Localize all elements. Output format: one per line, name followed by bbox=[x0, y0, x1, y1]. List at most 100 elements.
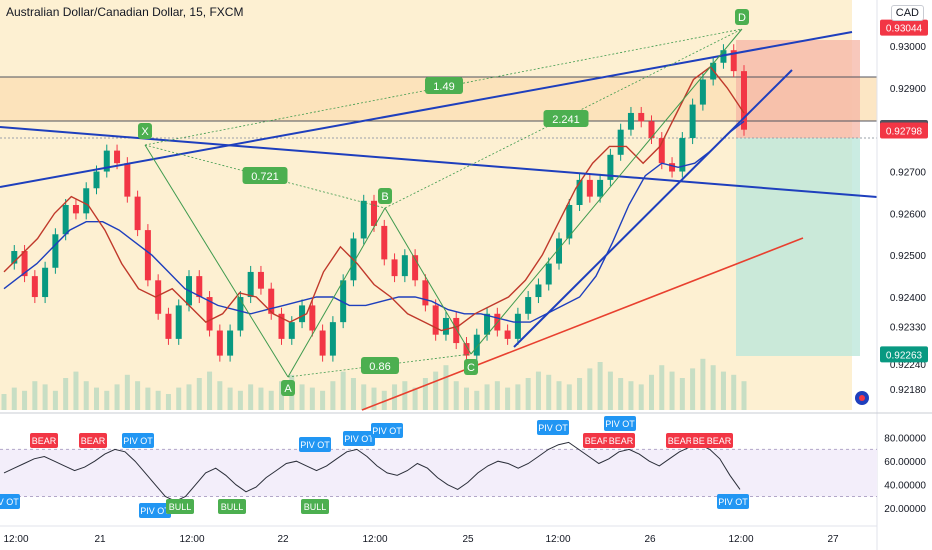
harmonic-point-X bbox=[138, 123, 152, 139]
time-tick-label: 12:00 bbox=[3, 534, 28, 545]
price-tick-label: 0.92700 bbox=[890, 168, 927, 179]
harmonic-leg bbox=[470, 28, 743, 355]
candle-body bbox=[360, 200, 367, 239]
oscillator-tick-label: 60.00000 bbox=[884, 457, 926, 468]
steep-support-trendline bbox=[513, 69, 793, 348]
volume-bar bbox=[124, 374, 130, 410]
time-tick-label: 12:00 bbox=[545, 534, 570, 545]
volume-bar bbox=[474, 390, 480, 410]
pivot-signal bbox=[343, 431, 375, 446]
candle-body bbox=[227, 330, 234, 356]
price-tag bbox=[880, 122, 928, 139]
stop-loss-zone bbox=[736, 40, 860, 138]
pivot-signal-label: PIV OT bbox=[140, 506, 170, 516]
bear-signal bbox=[583, 433, 611, 448]
ratio-badge bbox=[543, 110, 589, 127]
candle-body bbox=[309, 305, 316, 331]
price-tick-label: 0.92600 bbox=[890, 209, 927, 220]
candle-body bbox=[679, 138, 686, 172]
candle-body bbox=[144, 230, 151, 281]
pivot-signal-label: PIV OT bbox=[344, 434, 374, 444]
candle-body bbox=[103, 150, 110, 172]
pivot-signal bbox=[371, 423, 403, 438]
candle-body bbox=[288, 322, 295, 339]
candle-body bbox=[720, 50, 727, 63]
volume-bar bbox=[690, 368, 696, 410]
candle-body bbox=[381, 225, 388, 260]
candle-body bbox=[586, 179, 593, 197]
volume-bar bbox=[299, 384, 305, 410]
candle-body bbox=[422, 280, 429, 306]
volume-bar bbox=[279, 381, 284, 410]
volume-bar bbox=[535, 371, 541, 410]
candle-body bbox=[134, 196, 141, 231]
time-tick-label: 25 bbox=[462, 534, 474, 545]
volume-bar bbox=[330, 381, 336, 410]
pivot-signal-label: PIV OT bbox=[718, 497, 748, 507]
volume-bar bbox=[227, 387, 233, 410]
candle-body bbox=[442, 317, 449, 335]
price-tick-label: 0.92400 bbox=[890, 293, 927, 304]
time-tick-label: 12:00 bbox=[728, 534, 753, 545]
volume-bar bbox=[145, 387, 151, 410]
volume-bar bbox=[679, 378, 685, 410]
volume-bar bbox=[381, 390, 387, 410]
candle-body bbox=[206, 297, 213, 331]
volume-bar bbox=[320, 390, 326, 410]
volume-bar bbox=[196, 378, 202, 410]
volume-bar bbox=[155, 390, 161, 410]
candle-body bbox=[535, 284, 542, 298]
candle-body bbox=[597, 179, 604, 197]
volume-bar bbox=[577, 378, 583, 410]
harmonic-leg bbox=[287, 207, 386, 378]
ratio-label: 0.721 bbox=[251, 171, 279, 183]
volume-bar bbox=[207, 371, 213, 410]
volume-bar bbox=[710, 365, 716, 410]
candle-body bbox=[42, 267, 49, 298]
volume-bar bbox=[371, 387, 377, 410]
volume-bar bbox=[268, 390, 274, 410]
candle-body bbox=[412, 255, 419, 281]
pivot-signal bbox=[122, 433, 154, 448]
moving-average-line-2 bbox=[3, 65, 745, 332]
harmonic-leg bbox=[144, 144, 289, 378]
pivot-signal-label: PIV OT bbox=[0, 497, 19, 507]
candle-body bbox=[175, 305, 182, 339]
volume-bar bbox=[587, 368, 593, 410]
currency-badge[interactable]: CAD bbox=[890, 5, 924, 21]
candle-body bbox=[648, 121, 655, 139]
time-tick-label: 26 bbox=[644, 534, 656, 545]
volume-bar bbox=[525, 378, 531, 410]
volume-bar bbox=[73, 371, 79, 410]
candle-body bbox=[566, 205, 573, 239]
harmonic-point-label: C bbox=[467, 362, 475, 374]
bull-signal bbox=[166, 499, 194, 514]
price-tag bbox=[880, 19, 928, 36]
candle-body bbox=[278, 313, 285, 339]
price-tick-label: 0.92240 bbox=[890, 360, 927, 371]
volume-bar bbox=[443, 365, 449, 410]
ratio-label: 0.86 bbox=[369, 361, 390, 373]
volume-bar bbox=[104, 390, 110, 410]
volume-bar bbox=[176, 387, 182, 410]
moving-average-line-1 bbox=[3, 120, 745, 323]
candle-body bbox=[627, 112, 634, 130]
price-tag-label: 0.92263 bbox=[886, 350, 923, 361]
pivot-signal bbox=[604, 416, 636, 431]
time-tick-label: 21 bbox=[94, 534, 106, 545]
pivot-signal-label: PIV OT bbox=[605, 419, 635, 429]
price-tag-label: 0.93044 bbox=[886, 24, 923, 35]
volume-bar bbox=[433, 371, 439, 410]
volume-bar bbox=[484, 384, 490, 410]
candle-body bbox=[658, 138, 665, 164]
candle-body bbox=[21, 251, 28, 277]
ratio-label: 1.49 bbox=[433, 81, 454, 93]
candle-body bbox=[11, 251, 18, 264]
bear-signal-label: BEAR bbox=[585, 436, 610, 446]
time-tick-label: 22 bbox=[277, 534, 289, 545]
volume-bar bbox=[556, 381, 562, 410]
volume-bar bbox=[186, 384, 192, 410]
candle-body bbox=[155, 280, 162, 314]
volume-bar bbox=[597, 362, 603, 410]
